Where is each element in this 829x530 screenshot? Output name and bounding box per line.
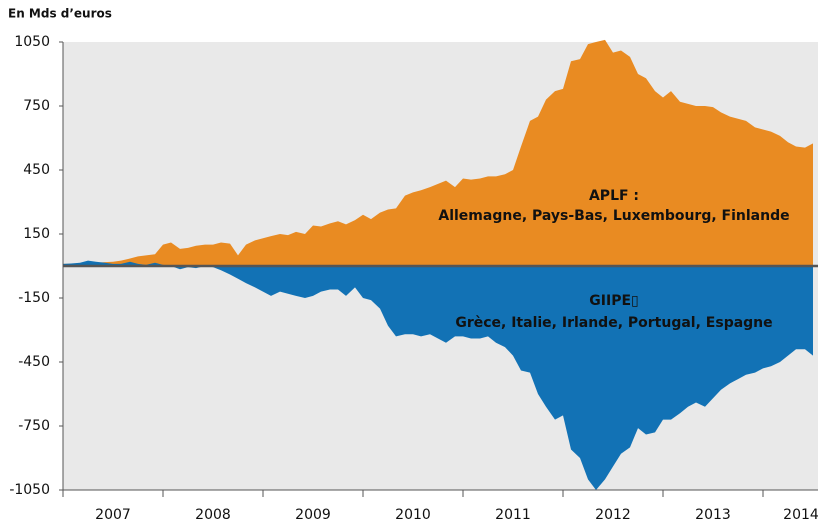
annotation: GIIPE▯ [589,293,638,309]
y-tick-label: 450 [23,162,50,178]
y-tick-label: 1050 [14,34,50,50]
x-tick-label: 2012 [595,507,631,523]
area [63,39,813,266]
x-tick-label: 2008 [195,507,231,523]
x-tick-label: 2010 [395,507,431,523]
x-tick-label: 2014 [783,507,819,523]
x-tick-label: 2013 [695,507,731,523]
area [63,260,813,490]
y-tick-label: -150 [18,290,50,306]
y-axis-label: En Mds d’euros [8,7,112,21]
y-tick-label: -450 [18,354,50,370]
y-tick-label: 750 [23,98,50,114]
marks [63,39,813,490]
y-tick-label: 150 [23,226,50,242]
annotation: Grèce, Italie, Irlande, Portugal, Espagn… [455,315,772,331]
y-tick-label: -750 [18,418,50,434]
x-tick-label: 2011 [495,507,531,523]
annotation: Allemagne, Pays-Bas, Luxembourg, Finland… [438,208,789,224]
y-tick-label: -1050 [9,482,50,498]
x-tick-label: 2009 [295,507,331,523]
annotation: APLF : [589,188,639,204]
x-tick-label: 2007 [95,507,131,523]
